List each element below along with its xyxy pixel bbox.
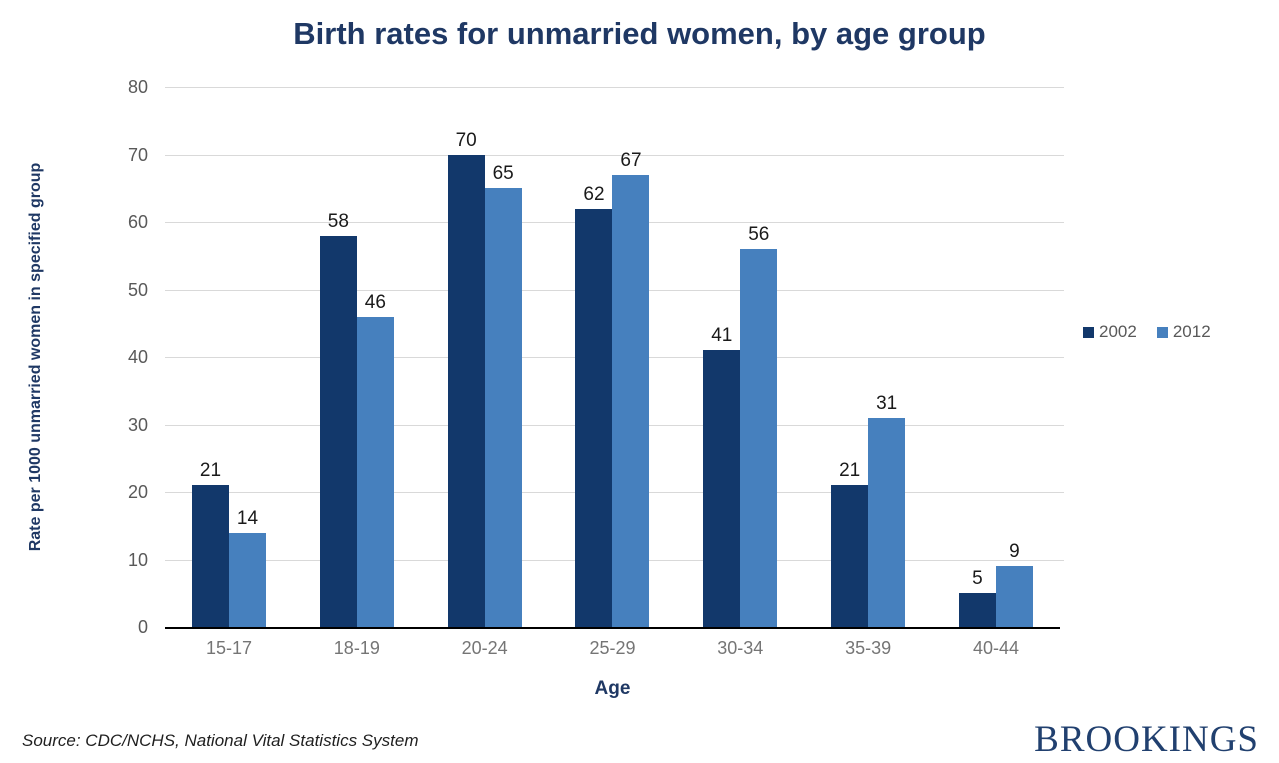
bar-value-label: 62: [583, 183, 605, 205]
bar-rect: [868, 417, 906, 627]
y-tick-label: 60: [127, 212, 148, 232]
y-axis-tick-labels: 0 10 20 30 40 50 60 70 80: [90, 77, 148, 637]
bar-2012-30-34: 56: [740, 224, 778, 627]
bar-groups: 21 14 58 46 70 65 62 67 41 56 21 31 5 9: [165, 87, 1060, 627]
bar-group-25-29: 62 67: [575, 149, 650, 627]
bar-rect: [447, 154, 485, 627]
bar-value-label: 46: [364, 291, 386, 313]
x-axis-labels: 15-17 18-19 20-24 25-29 30-34 35-39 40-44: [165, 638, 1060, 659]
bar-value-label: 41: [711, 325, 733, 347]
bar-rect: [958, 593, 996, 627]
bar-value-label: 67: [620, 149, 642, 171]
y-tick-label: 50: [127, 279, 148, 300]
legend-label: 2002: [1099, 322, 1137, 341]
bar-group-20-24: 70 65: [447, 129, 522, 627]
x-tick-label: 18-19: [333, 638, 380, 658]
bar-2012-18-19: 46: [356, 291, 394, 627]
bar-group-15-17: 21 14: [192, 461, 266, 627]
bar-rect: [995, 566, 1033, 627]
bar-rect: [740, 249, 778, 627]
bar-2002-30-34: 41: [703, 325, 741, 627]
legend-swatch-icon: [1083, 326, 1094, 338]
bar-2002-20-24: 70: [447, 129, 485, 627]
bar-value-label: 21: [839, 460, 861, 482]
legend-item-2002: 2002: [1083, 322, 1137, 342]
x-tick-label: 20-24: [461, 638, 508, 658]
bar-2002-18-19: 58: [319, 210, 357, 627]
x-tick-label: 30-34: [717, 638, 764, 658]
y-tick-label: 40: [127, 347, 148, 367]
x-tick-label: 35-39: [845, 638, 892, 658]
bar-2002-25-29: 62: [575, 183, 613, 627]
bar-rect: [356, 316, 394, 627]
bar-rect: [484, 188, 522, 627]
chart-title: Birth rates for unmarried women, by age …: [293, 16, 986, 51]
bar-value-label: 21: [199, 460, 222, 482]
bar-value-label: 5: [972, 568, 983, 590]
legend-label: 2012: [1172, 322, 1211, 341]
bar-rect: [229, 532, 266, 627]
bar-group-18-19: 58 46: [319, 210, 394, 627]
legend-item-2012: 2012: [1156, 322, 1211, 342]
bar-rect: [612, 174, 650, 627]
bar-rect: [575, 208, 613, 627]
bar-2002-35-39: 21: [831, 460, 869, 627]
y-axis-title: Rate per 1000 unmarried women in specifi…: [27, 162, 44, 552]
y-tick-label: 20: [127, 482, 148, 502]
bar-value-label: 31: [876, 392, 898, 414]
y-tick-label: 80: [127, 77, 148, 97]
bar-value-label: 70: [455, 129, 477, 151]
bar-rect: [192, 485, 229, 627]
bar-value-label: 65: [492, 163, 514, 185]
bar-rect: [703, 350, 741, 627]
plot-area: 21 14 58 46 70 65 62 67 41 56 21 31 5 9: [165, 87, 1064, 629]
bar-2002-15-17: 21: [192, 461, 229, 627]
source-note: Source: CDC/NCHS, National Vital Statist…: [22, 731, 419, 750]
legend-swatch-icon: [1156, 326, 1168, 338]
y-tick-label: 70: [127, 144, 148, 165]
bar-group-30-34: 41 56: [703, 224, 778, 627]
bar-value-label: 56: [748, 224, 770, 245]
x-tick-label: 25-29: [589, 638, 636, 658]
brookings-logo: BROOKINGS: [1034, 719, 1259, 760]
bar-rect: [319, 235, 357, 627]
legend: 2002 2012: [1083, 322, 1211, 342]
bar-2012-15-17: 14: [229, 507, 266, 627]
bar-2012-35-39: 31: [868, 392, 906, 627]
y-tick-label: 0: [137, 617, 148, 637]
bar-2002-40-44: 5: [958, 568, 996, 627]
bar-value-label: 58: [327, 210, 349, 232]
y-tick-label: 10: [127, 549, 148, 570]
gridline: [165, 154, 1064, 156]
x-tick-label: 40-44: [972, 638, 1019, 658]
bar-value-label: 9: [1009, 541, 1020, 563]
bar-group-35-39: 21 31: [831, 392, 906, 627]
bar-2012-25-29: 67: [612, 149, 650, 627]
x-axis-title: Age: [594, 678, 631, 699]
y-tick-label: 30: [127, 414, 148, 435]
bar-value-label: 14: [236, 507, 259, 529]
bar-2012-20-24: 65: [484, 163, 522, 627]
bar-2012-40-44: 9: [995, 541, 1033, 627]
gridline: [165, 87, 1064, 88]
bar-rect: [831, 485, 869, 627]
x-tick-label: 15-17: [205, 638, 253, 658]
